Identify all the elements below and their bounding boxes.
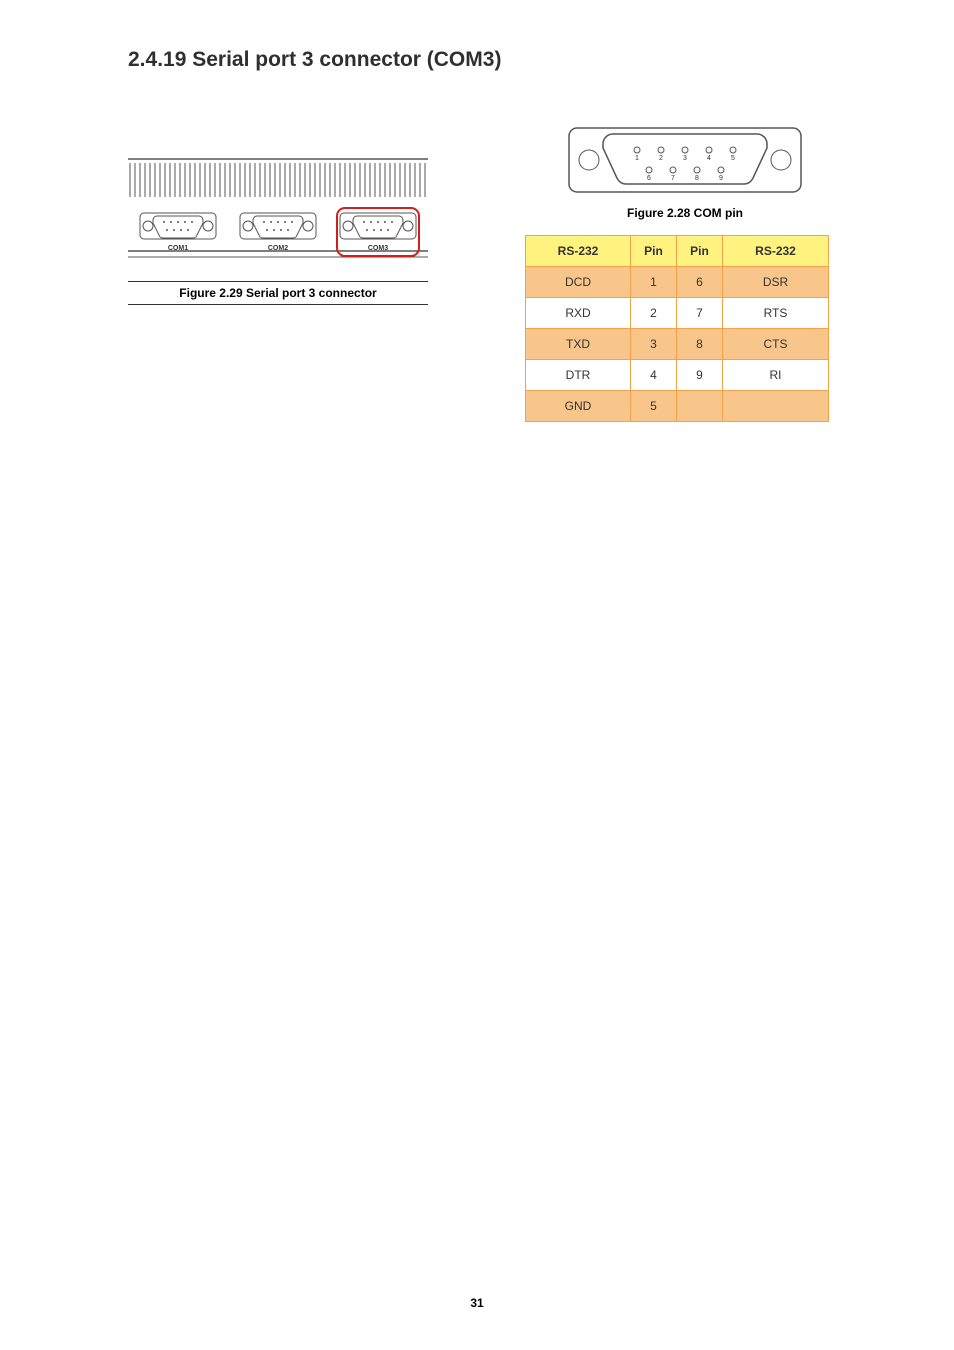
table-header-cell: RS-232: [723, 236, 829, 267]
svg-text:4: 4: [707, 155, 711, 162]
table-cell: CTS: [723, 329, 829, 360]
table-cell: GND: [526, 391, 631, 422]
table-cell: 9: [677, 360, 723, 391]
table-cell: 2: [631, 298, 677, 329]
table-cell: [723, 391, 829, 422]
svg-text:5: 5: [731, 155, 735, 162]
table-cell: 1: [631, 267, 677, 298]
table-row: TXD38CTS: [526, 329, 829, 360]
page-number: 31: [0, 1296, 954, 1310]
table-cell: RXD: [526, 298, 631, 329]
table-row: DCD16DSR: [526, 267, 829, 298]
table-row: GND5: [526, 391, 829, 422]
table-header-cell: RS-232: [526, 236, 631, 267]
table-row: RXD27RTS: [526, 298, 829, 329]
svg-text:COM2: COM2: [268, 245, 288, 252]
svg-text:COM1: COM1: [168, 245, 188, 252]
table-row: DTR49RI: [526, 360, 829, 391]
table-cell: 5: [631, 391, 677, 422]
table-cell: DSR: [723, 267, 829, 298]
svg-text:9: 9: [719, 175, 723, 182]
svg-text:6: 6: [647, 175, 651, 182]
table-cell: 4: [631, 360, 677, 391]
table-header-cell: Pin: [631, 236, 677, 267]
table-cell: 3: [631, 329, 677, 360]
table-cell: 8: [677, 329, 723, 360]
left-diagram: COM1 COM2: [128, 155, 428, 265]
table-cell: 7: [677, 298, 723, 329]
table-cell: 6: [677, 267, 723, 298]
table-cell: DCD: [526, 267, 631, 298]
table-cell: [677, 391, 723, 422]
figure-caption-left: Figure 2.29 Serial port 3 connector: [128, 281, 428, 305]
figure-caption-right: Figure 2.28 COM pin: [565, 206, 805, 220]
section-title: 2.4.19 Serial port 3 connector (COM3): [128, 48, 501, 72]
table-header-cell: Pin: [677, 236, 723, 267]
svg-text:COM3: COM3: [368, 245, 388, 252]
table-cell: RTS: [723, 298, 829, 329]
table-cell: TXD: [526, 329, 631, 360]
svg-text:2: 2: [659, 155, 663, 162]
svg-text:7: 7: [671, 175, 675, 182]
pinout-table: RS-232PinPinRS-232 DCD16DSRRXD27RTSTXD38…: [525, 235, 829, 422]
svg-text:1: 1: [635, 155, 639, 162]
svg-text:3: 3: [683, 155, 687, 162]
table-cell: RI: [723, 360, 829, 391]
right-connector-diagram: 1 2 3 4 5 6 7 8 9: [565, 120, 805, 200]
svg-text:8: 8: [695, 175, 699, 182]
table-cell: DTR: [526, 360, 631, 391]
